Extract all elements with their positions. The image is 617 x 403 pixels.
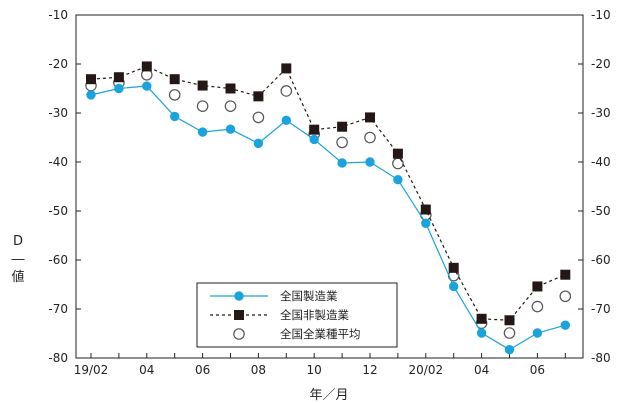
legend-marker [233,328,245,340]
x-tick-label: 20/02 [409,363,444,377]
data-point [281,63,292,74]
legend-marker [234,291,244,301]
data-point [531,300,544,313]
data-point [196,100,209,112]
right-tick-label: -10 [591,8,611,22]
data-point [476,328,487,338]
data-point [86,90,96,100]
data-point [86,74,96,85]
left-tick-label: -80 [48,351,68,365]
series-0 [86,81,570,355]
right-tick-label: -20 [591,57,611,71]
right-tick-label: -40 [591,155,611,169]
data-point [503,327,516,339]
data-point [142,81,152,91]
series-1 [86,61,571,326]
series-line [90,65,566,321]
left-tick-label: -70 [48,302,68,316]
legend-entry: 全国非製造業 [210,308,349,322]
data-point [476,313,487,324]
right-tick-label: -60 [591,253,611,267]
data-point [253,91,264,102]
x-tick-label: 04 [474,363,489,377]
right-axis-ticks: -10 -20 -30 -40 -50 -60 -70 -80 [578,8,611,365]
data-point [559,290,572,303]
series-layer [85,61,572,355]
legend-label: 全国全業種平均 [280,327,361,341]
data-point [225,124,236,134]
data-point [560,320,570,330]
data-point [170,111,180,122]
legend-marker [234,310,244,320]
x-axis-ticks: 19/02 04 06 08 10 12 20/02 04 06 [74,353,566,377]
data-point [336,136,348,149]
x-tick-label: 10 [307,363,322,377]
legend-label: 全国製造業 [280,289,338,303]
data-point [504,315,515,326]
data-point [365,157,375,167]
data-point [224,100,237,112]
x-tick-label: 19/02 [74,363,109,377]
y-axis-title: D ―値 [11,234,24,285]
plot-frame [75,14,584,359]
data-point [504,344,515,355]
data-point [337,121,348,132]
left-tick-label: -20 [48,57,68,71]
data-point [365,112,375,123]
left-tick-label: -30 [48,106,68,120]
right-tick-label: -70 [591,302,611,316]
data-point [169,74,180,85]
data-point [168,89,181,101]
x-tick-label: 06 [530,363,545,377]
data-point [392,148,403,159]
data-point [253,138,264,149]
left-tick-label: -40 [48,155,68,169]
right-tick-label: -30 [591,106,611,120]
data-point [560,269,571,280]
data-point [421,218,431,228]
data-point [364,131,376,144]
x-tick-label: 08 [251,363,266,377]
x-tick-label: 04 [139,363,154,377]
data-point [280,85,293,97]
data-point [197,127,208,137]
data-point [309,134,319,145]
data-point [141,61,152,72]
data-point [114,83,124,94]
data-point [448,262,459,273]
data-point [532,281,543,292]
data-point [113,72,124,83]
left-tick-label: -10 [48,8,68,22]
series-line [90,85,566,351]
data-point [225,83,236,94]
x-tick-label: 12 [362,363,377,377]
data-point [197,80,208,91]
right-tick-label: -80 [591,351,611,365]
left-tick-label: -60 [48,253,68,267]
legend-entry: 全国製造業 [210,289,338,303]
legend-entry: 全国全業種平均 [233,327,361,341]
left-axis-ticks: -10 -20 -30 -40 -50 -60 -70 -80 [48,8,81,365]
left-tick-label: -50 [48,204,68,218]
data-point [309,124,320,135]
data-point [449,281,459,292]
data-point [532,328,543,338]
legend-label: 全国非製造業 [280,308,349,322]
data-point [281,115,291,126]
data-point [420,204,431,215]
data-point [337,158,347,168]
data-point [393,174,403,185]
x-tick-label: 06 [195,363,210,377]
x-axis-title: 年／月 [309,388,348,403]
right-tick-label: -50 [591,204,611,218]
data-point [252,111,265,124]
